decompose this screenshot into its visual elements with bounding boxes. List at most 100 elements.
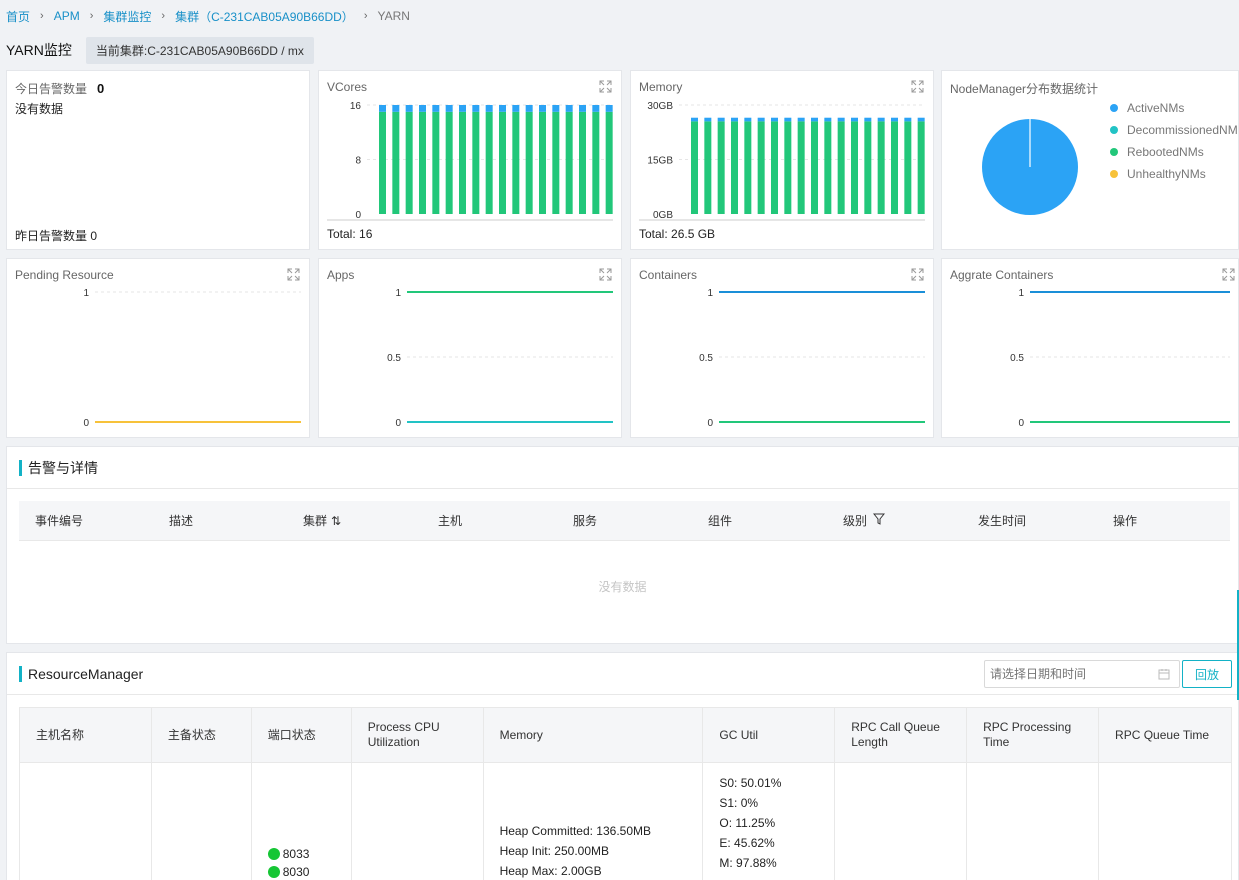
port-status: 8030 [267,863,335,880]
y-tick-label: 0 [395,418,401,429]
y-tick-label: 1 [1018,288,1024,299]
bar-segment [864,117,872,122]
page-header: YARN监控 当前集群:C-231CAB05A90B66DD / mx [6,36,314,64]
bar-segment [419,105,426,112]
bar-segment [771,117,778,122]
section-accent-bar [19,459,22,476]
y-tick-label: 0.5 [1010,353,1024,364]
y-tick-label: 0 [1018,418,1024,429]
gc-line: S1: 0% [719,796,759,810]
port-status: 8033 [267,845,335,863]
scrollbar-thumb[interactable] [1237,590,1239,700]
breadcrumb-separator-icon: › [40,10,44,22]
calendar-icon[interactable] [1158,668,1170,680]
bar-segment [704,117,712,122]
rm-table: 主机名称 主备状态 端口状态 Process CPU Utilization M… [19,707,1232,880]
expand-icon[interactable] [287,268,300,281]
port-number: 8033 [282,847,310,861]
col-level[interactable]: 级别 [827,501,962,540]
bar-segment [605,111,613,214]
y-tick-label: 16 [350,101,362,112]
bar-segment [731,121,738,214]
bar-segment [592,105,600,112]
bar-segment [691,117,698,122]
bar-segment [605,105,613,112]
cell-rpc-call-queue [834,762,968,880]
bar-segment [851,117,858,122]
containers-title: Containers [639,268,698,282]
col-rpc-queue-time-label: RPC Queue Time [1115,727,1210,742]
bar-segment [704,121,712,214]
bar-segment [851,121,858,214]
bar-segment [824,121,832,214]
bar-segment [891,121,898,214]
legend-item-decommissionednms[interactable]: DecommissionedNMs [1110,119,1238,141]
bar-segment [552,111,560,214]
alerts-table-header: 事件编号 描述 集群 ⇅ 主机 服务 组件 级别 发生时间 操作 [19,501,1230,541]
breadcrumb-cluster[interactable]: 集群（C-231CAB05A90B66DD） [175,9,354,24]
legend-item-unhealthynms[interactable]: UnhealthyNMs [1110,163,1238,185]
bar-segment [472,111,480,214]
aggrate-title: Aggrate Containers [950,268,1054,282]
col-event-id: 事件编号 [35,514,84,528]
col-host: 主机 [438,514,463,528]
playback-button[interactable]: 回放 [1182,660,1232,688]
expand-icon[interactable] [599,80,612,93]
expand-icon[interactable] [911,268,924,281]
bar-segment [459,111,466,214]
bar-segment [565,105,573,112]
bar-segment [392,111,400,214]
col-hostname: 主机名称 [19,707,152,763]
breadcrumb-home[interactable]: 首页 [6,9,31,24]
pending-title: Pending Resource [15,268,114,282]
table-row: 8033 8030 Heap Committed: 136.50MB Heap … [19,762,1232,880]
nodemanager-legend: ActiveNMs DecommissionedNMs RebootedNMs … [1110,97,1238,185]
aggrate-chart: 00.51 [1010,288,1230,429]
breadcrumb-separator-icon: › [363,10,368,22]
nodemanager-card: NodeManager分布数据统计 ActiveNMs Decommission… [941,70,1239,250]
breadcrumb-cluster-monitor[interactable]: 集群监控 [103,9,152,24]
port-number: 8030 [282,865,310,879]
breadcrumb-apm[interactable]: APM [53,9,80,23]
legend-label: UnhealthyNMs [1127,167,1206,181]
bar-segment [405,105,413,112]
current-cluster-badge: 当前集群:C-231CAB05A90B66DD / mx [85,36,314,64]
alerts-panel-header: 告警与详情 [7,447,1238,489]
memory-line: Heap Init: 250.00MB [499,844,609,858]
bar-segment [485,105,493,112]
memory-title: Memory [639,80,683,94]
expand-icon[interactable] [911,80,924,93]
today-alarm-label: 今日告警数量 [15,82,88,96]
col-memory: Memory [482,707,704,763]
bar-segment [731,117,738,122]
vcores-chart: 0 8 16 [327,101,613,221]
datetime-picker-input[interactable] [984,660,1180,688]
expand-icon[interactable] [1222,268,1235,281]
alerts-panel-title: 告警与详情 [28,459,98,476]
bar-segment [432,111,440,214]
col-cluster[interactable]: 集群 ⇅ [287,501,422,540]
bar-segment [824,117,832,122]
sort-icon[interactable]: ⇅ [331,513,342,528]
cell-cpu-util [350,762,484,880]
legend-dot [1110,170,1118,178]
legend-item-rebootednms[interactable]: RebootedNMs [1110,141,1238,163]
today-alarm-row: 今日告警数量 0 [15,80,104,97]
apps-chart: 00.51 [387,288,613,429]
status-ok-icon [267,866,280,878]
col-time: 发生时间 [978,514,1027,528]
y-tick-label: 15GB [647,156,673,167]
filter-icon[interactable] [872,513,886,528]
resourcemanager-panel: ResourceManager 回放 主机名称 主备状态 端口状态 Proces… [6,652,1239,880]
y-tick-label: 1 [83,288,89,299]
bar-segment [472,105,480,112]
expand-icon[interactable] [599,268,612,281]
legend-item-activenms[interactable]: ActiveNMs [1110,97,1238,119]
pending-chart: 01 [83,288,301,429]
alerts-panel: 告警与详情 事件编号 描述 集群 ⇅ 主机 服务 组件 级别 发生时间 操作 没有… [6,446,1239,644]
bar-segment [717,121,725,214]
bar-segment [432,105,440,112]
cell-rpc-queue-time [1098,762,1232,880]
breadcrumb-separator-icon: › [89,10,94,22]
bar-segment [392,105,400,112]
